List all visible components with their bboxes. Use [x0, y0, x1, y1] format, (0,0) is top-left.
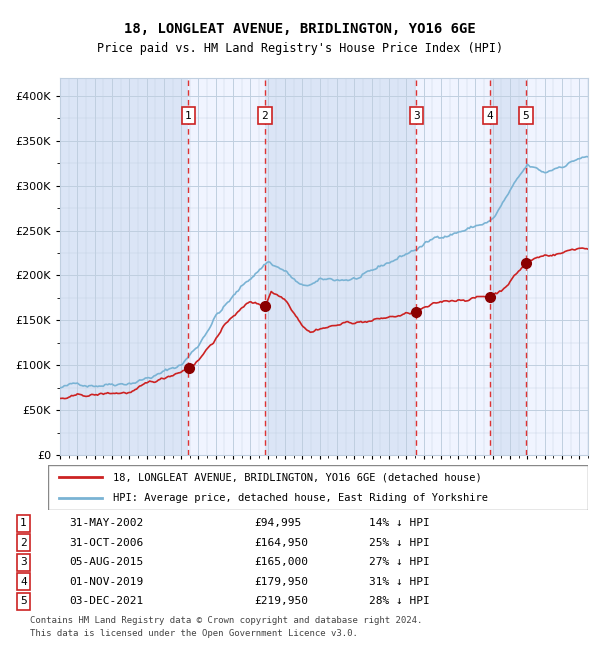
Bar	[60, 78, 188, 455]
Text: Price paid vs. HM Land Registry's House Price Index (HPI): Price paid vs. HM Land Registry's House …	[97, 42, 503, 55]
Text: 28% ↓ HPI: 28% ↓ HPI	[369, 596, 430, 606]
Text: 5: 5	[523, 111, 529, 121]
Text: £94,995: £94,995	[254, 518, 301, 528]
Text: 31-MAY-2002: 31-MAY-2002	[70, 518, 144, 528]
Text: 3: 3	[413, 111, 420, 121]
Text: 1: 1	[20, 518, 27, 528]
Text: 01-NOV-2019: 01-NOV-2019	[70, 577, 144, 587]
FancyBboxPatch shape	[48, 465, 588, 510]
Text: 18, LONGLEAT AVENUE, BRIDLINGTON, YO16 6GE (detached house): 18, LONGLEAT AVENUE, BRIDLINGTON, YO16 6…	[113, 473, 482, 482]
Text: Contains HM Land Registry data © Crown copyright and database right 2024.: Contains HM Land Registry data © Crown c…	[30, 616, 422, 625]
Text: 31% ↓ HPI: 31% ↓ HPI	[369, 577, 430, 587]
Text: 3: 3	[20, 557, 27, 567]
Text: £179,950: £179,950	[254, 577, 308, 587]
Text: 27% ↓ HPI: 27% ↓ HPI	[369, 557, 430, 567]
Text: £164,950: £164,950	[254, 538, 308, 548]
Text: 03-DEC-2021: 03-DEC-2021	[70, 596, 144, 606]
Text: 5: 5	[20, 596, 27, 606]
Text: 18, LONGLEAT AVENUE, BRIDLINGTON, YO16 6GE: 18, LONGLEAT AVENUE, BRIDLINGTON, YO16 6…	[124, 22, 476, 36]
Text: HPI: Average price, detached house, East Riding of Yorkshire: HPI: Average price, detached house, East…	[113, 493, 488, 502]
Bar	[490, 78, 526, 455]
Bar	[416, 78, 490, 455]
Bar	[265, 78, 416, 455]
Bar	[526, 78, 588, 455]
Text: £219,950: £219,950	[254, 596, 308, 606]
Bar	[188, 78, 265, 455]
Text: 31-OCT-2006: 31-OCT-2006	[70, 538, 144, 548]
Text: £165,000: £165,000	[254, 557, 308, 567]
Text: 2: 2	[20, 538, 27, 548]
Text: 05-AUG-2015: 05-AUG-2015	[70, 557, 144, 567]
Text: 14% ↓ HPI: 14% ↓ HPI	[369, 518, 430, 528]
Text: This data is licensed under the Open Government Licence v3.0.: This data is licensed under the Open Gov…	[30, 629, 358, 638]
Text: 1: 1	[185, 111, 192, 121]
Text: 4: 4	[487, 111, 493, 121]
Text: 4: 4	[20, 577, 27, 587]
Text: 2: 2	[262, 111, 268, 121]
Text: 25% ↓ HPI: 25% ↓ HPI	[369, 538, 430, 548]
